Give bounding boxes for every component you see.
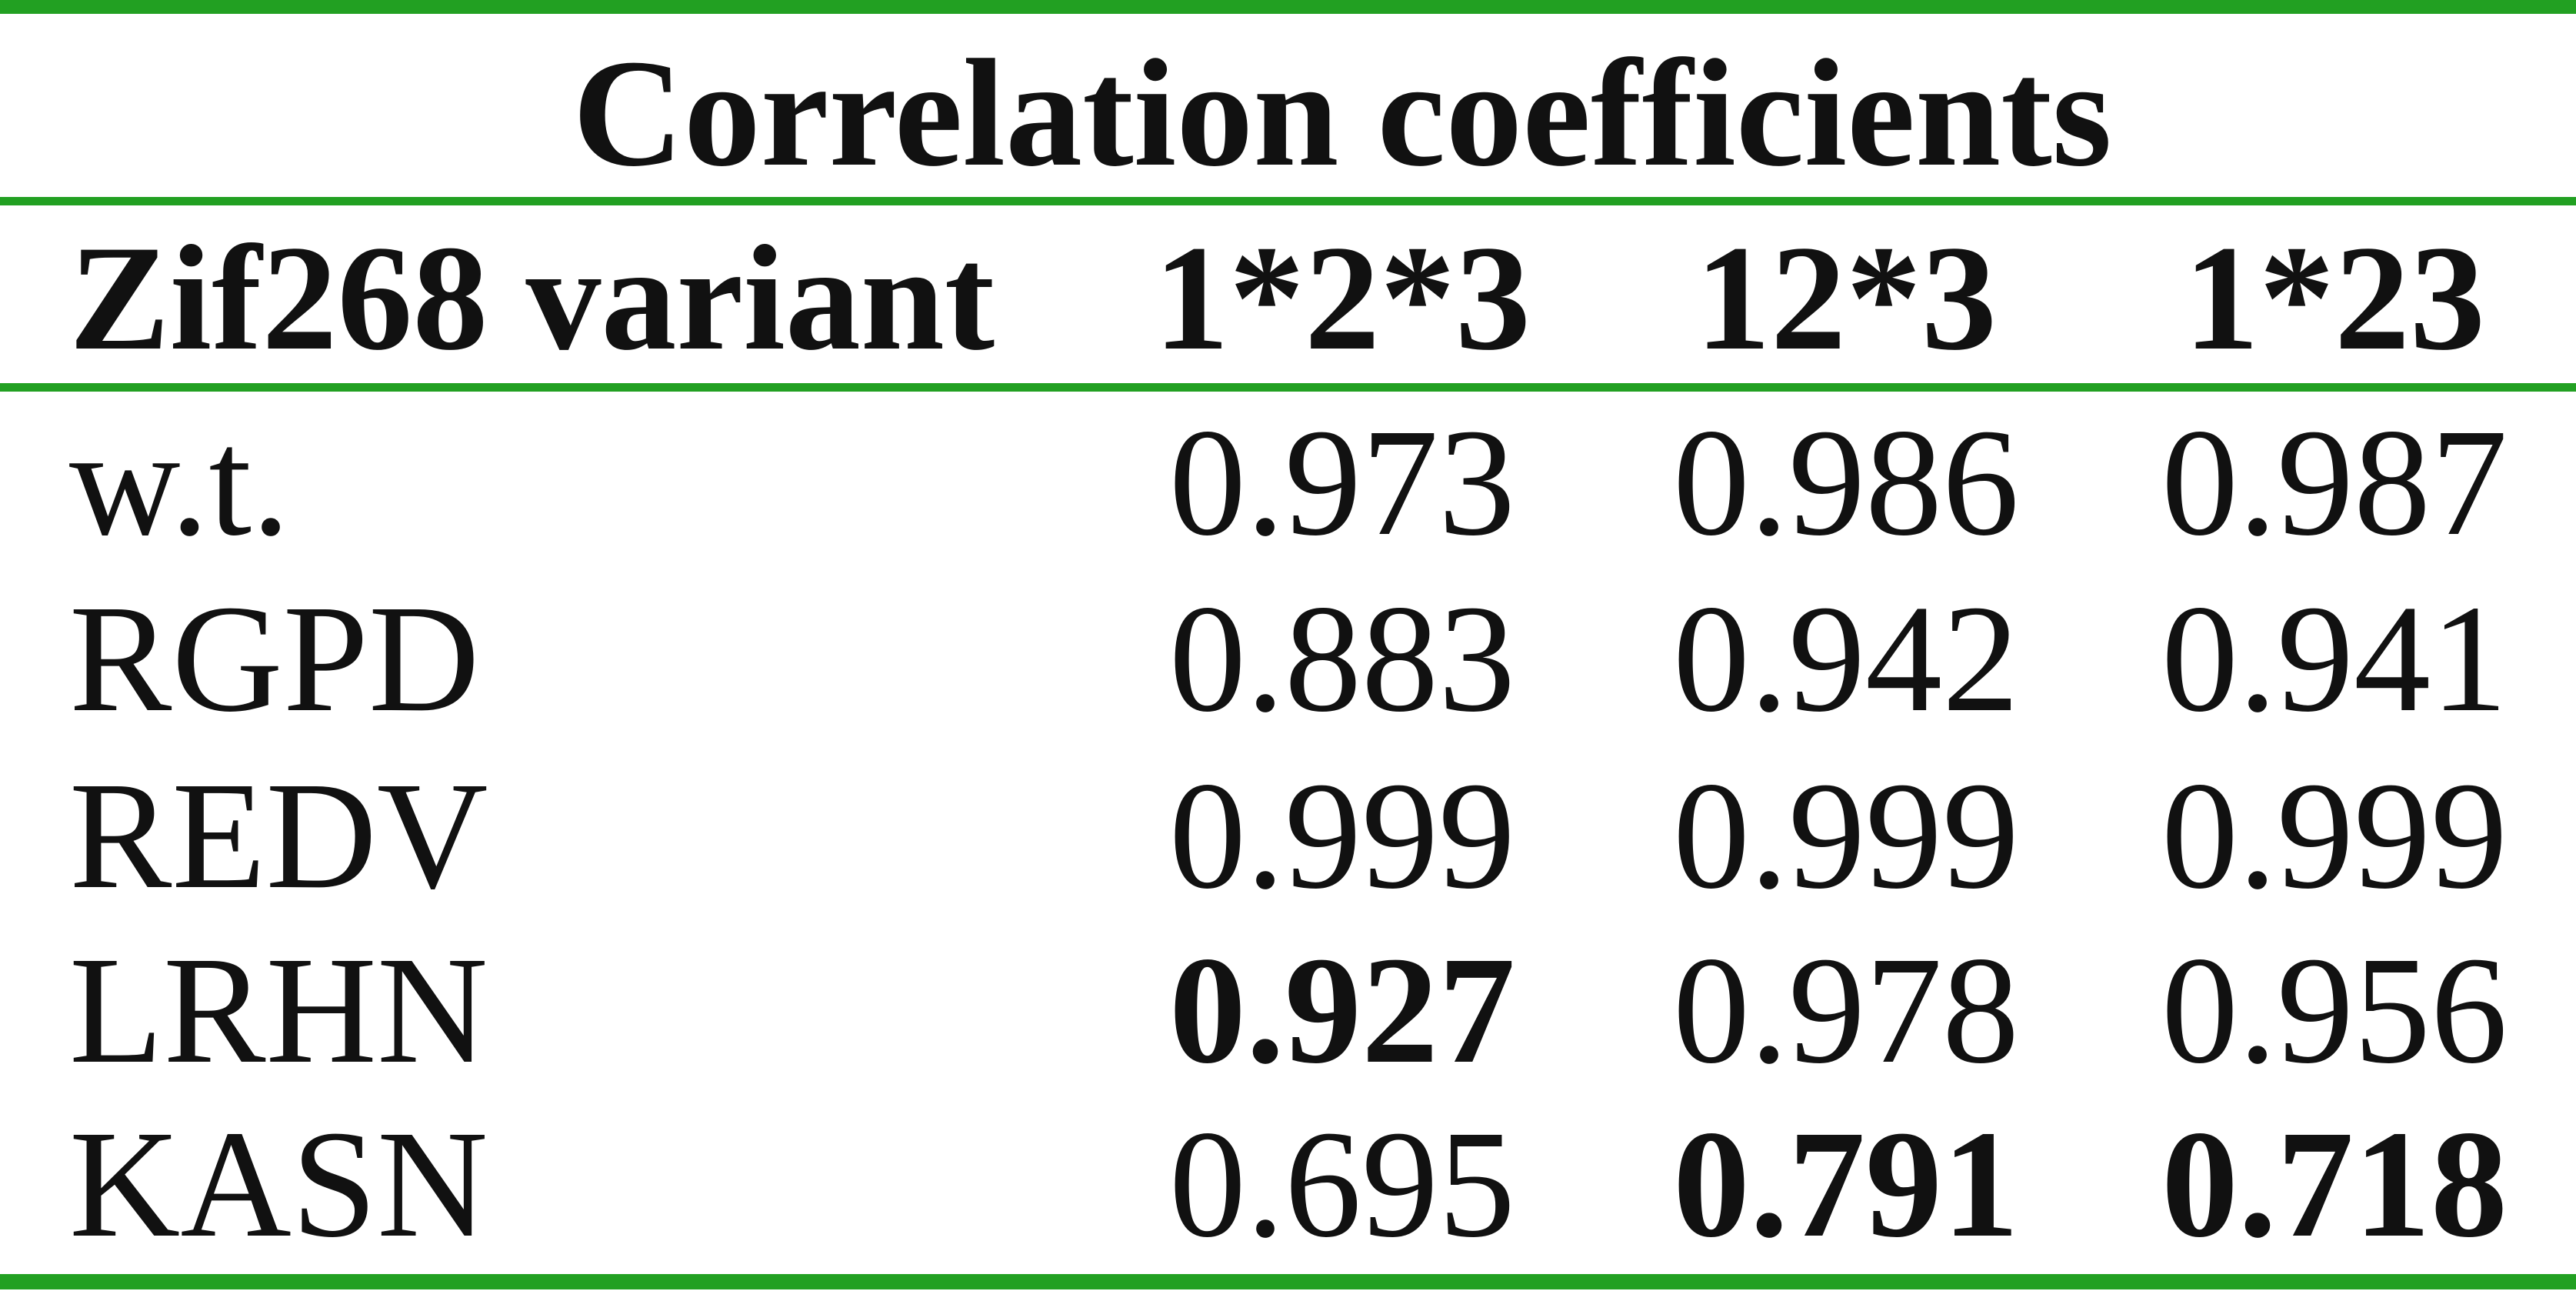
row-label: KASN bbox=[69, 1099, 488, 1269]
header-cell: 1*2*3 bbox=[1154, 215, 1531, 382]
cell: 0.941 bbox=[2161, 574, 2508, 744]
cell: 0.927 bbox=[1169, 926, 1515, 1096]
bottom-rule bbox=[0, 1274, 2576, 1289]
header-cell: 1*23 bbox=[2184, 215, 2485, 382]
header-cell: 12*3 bbox=[1695, 215, 1997, 382]
row-label: RGPD bbox=[69, 574, 480, 744]
row-label: LRHN bbox=[69, 926, 488, 1096]
cell: 0.791 bbox=[1673, 1099, 2019, 1269]
cell: 0.999 bbox=[1169, 751, 1515, 921]
header-cell: Zif268 variant bbox=[69, 215, 995, 382]
table-title: Correlation coefficients bbox=[572, 28, 2111, 198]
row-label: REDV bbox=[69, 751, 488, 921]
cell: 0.999 bbox=[1673, 751, 2019, 921]
cell: 0.942 bbox=[1673, 574, 2019, 744]
cell: 0.987 bbox=[2161, 398, 2508, 568]
title-rule bbox=[0, 197, 2576, 205]
cell: 0.986 bbox=[1673, 398, 2019, 568]
cell: 0.956 bbox=[2161, 926, 2508, 1096]
cell: 0.695 bbox=[1169, 1099, 1515, 1269]
cell: 0.978 bbox=[1673, 926, 2019, 1096]
cell: 0.883 bbox=[1169, 574, 1515, 744]
row-label: w.t. bbox=[69, 398, 290, 568]
cell: 0.999 bbox=[2161, 751, 2508, 921]
cell: 0.973 bbox=[1169, 398, 1515, 568]
header-rule bbox=[0, 383, 2576, 392]
top-rule bbox=[0, 0, 2576, 14]
cell: 0.718 bbox=[2161, 1099, 2508, 1269]
